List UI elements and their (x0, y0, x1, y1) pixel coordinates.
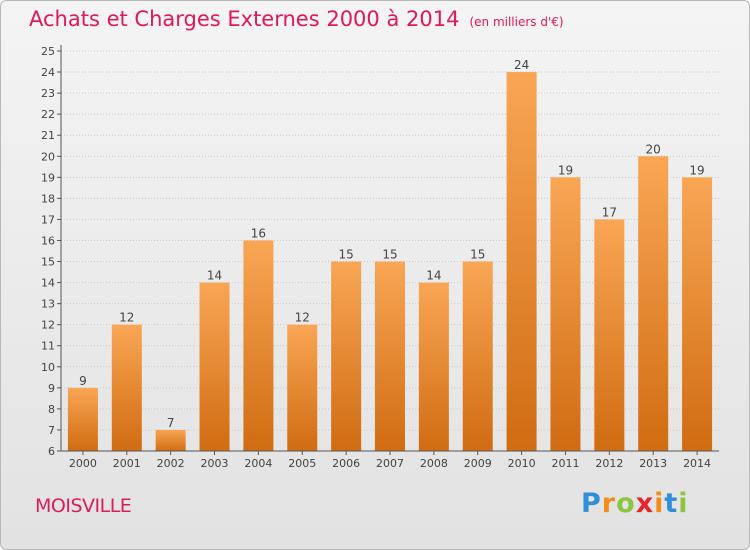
proxiti-logo: Proxiti (581, 488, 689, 519)
y-tick-label: 11 (41, 340, 55, 353)
y-tick-label: 12 (41, 319, 55, 332)
axes (60, 45, 719, 452)
commune-name: MOISVILLE (35, 495, 132, 517)
y-tick-label: 6 (48, 445, 55, 458)
y-tick-label: 24 (41, 66, 55, 79)
data-label: 12 (295, 311, 310, 325)
x-tick-label: 2000 (69, 457, 97, 470)
x-tick-label: 2001 (113, 457, 141, 470)
logo-letter: t (664, 488, 679, 519)
data-label: 14 (426, 269, 441, 283)
data-label: 7 (167, 416, 175, 430)
logo-letter: P (581, 488, 602, 519)
data-label: 24 (514, 58, 529, 72)
bars (67, 72, 713, 451)
x-tick-label: 2013 (639, 457, 667, 470)
bar (243, 240, 274, 451)
x-tick-label: 2010 (508, 457, 536, 470)
y-axis-ticks: 6 7 8 9 10 11 12 13 14 15 16 17 18 19 20 21 22 23 24 25 (41, 45, 61, 458)
y-tick-label: 9 (48, 382, 55, 395)
y-tick-label: 7 (48, 424, 55, 437)
bar (594, 219, 625, 451)
logo-letter: x (635, 488, 655, 519)
bar (331, 261, 362, 451)
x-tick-label: 2002 (157, 457, 185, 470)
bar (67, 387, 98, 451)
y-tick-label: 19 (41, 171, 55, 184)
bar (550, 177, 581, 451)
x-tick-label: 2005 (288, 457, 316, 470)
chart-title: Achats et Charges Externes 2000 à 2014 (e… (29, 7, 564, 31)
x-tick-label: 2012 (595, 457, 623, 470)
bar (375, 261, 405, 451)
y-tick-label: 10 (41, 361, 55, 374)
logo-letter: r (601, 488, 617, 519)
data-labels: 9 12 7 14 16 12 15 15 14 15 24 19 17 20 19 (79, 58, 705, 430)
bar (111, 324, 142, 451)
logo-letter: o (616, 488, 636, 519)
data-label: 19 (558, 163, 573, 177)
bar (506, 72, 537, 451)
y-tick-label: 21 (41, 129, 55, 142)
data-label: 20 (646, 142, 661, 156)
y-tick-label: 15 (41, 256, 55, 269)
y-tick-label: 13 (41, 298, 55, 311)
y-tick-label: 16 (41, 234, 55, 247)
data-label: 12 (119, 311, 134, 325)
data-label: 15 (470, 248, 485, 262)
x-tick-label: 2003 (201, 457, 229, 470)
data-label: 15 (382, 248, 397, 262)
logo-letter: i (678, 488, 689, 519)
y-tick-label: 23 (41, 87, 55, 100)
bar (682, 177, 713, 451)
bar (638, 156, 669, 451)
y-tick-label: 18 (41, 192, 55, 205)
x-axis-ticks: 2000 2001 2002 2003 2004 2005 2006 2007 2008 2009… (69, 451, 711, 470)
x-tick-label: 2009 (464, 457, 492, 470)
bar (155, 429, 186, 451)
y-tick-label: 20 (41, 150, 55, 163)
data-label: 16 (251, 226, 266, 240)
y-tick-label: 25 (41, 45, 55, 58)
y-tick-label: 8 (48, 403, 55, 416)
x-tick-label: 2004 (244, 457, 272, 470)
data-label: 9 (79, 374, 87, 388)
x-tick-label: 2014 (683, 457, 711, 470)
x-tick-label: 2011 (551, 457, 579, 470)
x-tick-label: 2008 (420, 457, 448, 470)
logo-letter: i (654, 488, 665, 519)
y-tick-label: 14 (41, 277, 55, 290)
data-label: 14 (207, 269, 222, 283)
data-label: 19 (689, 163, 704, 177)
bar (287, 324, 318, 451)
chart-subtitle: (en milliers d'€) (469, 15, 564, 29)
x-tick-label: 2007 (376, 457, 404, 470)
bar (462, 261, 493, 451)
data-label: 15 (338, 248, 353, 262)
y-tick-label: 22 (41, 108, 55, 121)
chart-title-text: Achats et Charges Externes 2000 à 2014 (29, 7, 460, 31)
bar (418, 282, 449, 451)
bar (199, 282, 230, 451)
y-tick-label: 17 (41, 213, 55, 226)
data-label: 17 (602, 205, 617, 219)
x-tick-label: 2006 (332, 457, 360, 470)
